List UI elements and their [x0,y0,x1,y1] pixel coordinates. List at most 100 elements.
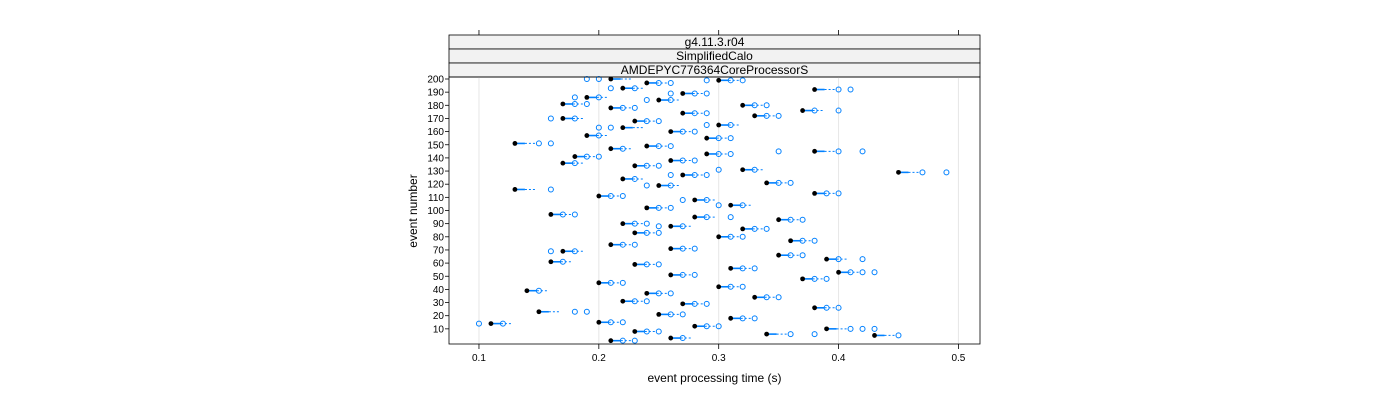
outlier-point [679,196,686,203]
event-row [596,279,626,286]
event-row [704,150,734,157]
event-row [560,100,590,107]
outlier-point [811,275,818,282]
y-axis-title: event number [406,174,420,247]
median-dot [620,176,626,182]
outlier-point [775,179,782,186]
outlier-point [823,275,830,282]
outlier-point [583,100,590,107]
event-row [608,241,638,248]
outlier-point [667,311,674,318]
median-dot [608,338,614,344]
outlier-point [787,331,794,338]
event-row [716,233,746,240]
outlier-point [775,294,782,301]
outlier-point [763,102,770,109]
outlier-point [655,143,662,150]
outlier-point [799,237,806,244]
event-row [775,148,866,155]
median-dot [680,91,686,96]
outlier-point [871,325,878,332]
outlier-point [811,107,818,114]
event-row [752,112,782,119]
y-tick-label: 100 [427,206,444,217]
event-row [788,237,818,244]
outlier-point [667,79,674,86]
outlier-point [643,220,650,227]
event-row [728,265,758,272]
event-row [667,171,710,178]
outlier-point [547,115,554,122]
event-row [547,115,583,122]
event-row [667,90,710,97]
outlier-point [835,148,842,155]
outlier-point [703,77,710,84]
y-tick-label: 80 [433,232,445,243]
median-dot [812,191,817,196]
median-dot [716,122,722,128]
outlier-point [751,265,758,272]
outlier-point [643,261,650,268]
y-tick-label: 70 [433,245,445,256]
outlier-point [643,328,650,335]
median-dot [608,76,614,82]
median-dot [608,146,614,152]
outlier-point [643,229,650,236]
median-dot [704,135,710,141]
panel-border [448,76,981,345]
median-dot [620,85,626,91]
y-tick-label: 110 [428,193,444,204]
event-row [703,77,746,84]
event-row [655,223,691,230]
event-row [644,143,674,150]
outlier-point [751,225,758,232]
median-dot [728,265,734,271]
outlier-point [571,160,578,167]
event-row [703,122,739,129]
outlier-point [595,76,602,82]
median-dot [800,276,806,282]
median-dot [764,180,770,186]
event-row [668,245,698,252]
outlier-point [619,319,626,326]
outlier-point [703,196,710,203]
y-tick-label: 120 [427,180,444,191]
outlier-point [919,169,926,176]
event-row [583,76,631,82]
outlier-point [595,132,602,139]
outlier-point [547,186,554,193]
event-row [740,225,770,232]
median-dot [548,212,554,217]
outlier-point [631,298,638,305]
outlier-point [787,252,794,259]
outlier-point [619,241,626,248]
outlier-point [655,79,662,86]
event-row [896,169,950,176]
median-dot [704,151,710,157]
median-dot [560,116,566,121]
event-row [656,311,686,318]
event-row [679,196,715,203]
median-dot [584,133,590,138]
median-dot [560,248,566,254]
outlier-point [571,100,578,107]
event-row [643,182,679,189]
median-dot [620,298,626,304]
median-dot [608,105,614,111]
outlier-point [643,97,650,104]
event-row [644,204,674,211]
outlier-point [571,94,578,101]
event-row [596,193,626,200]
event-row [812,86,854,93]
y-tick-label: 170 [427,114,444,125]
event-row [812,304,842,311]
median-dot [824,256,829,262]
y-tick-label: 140 [427,153,444,164]
outlier-point [775,112,782,119]
outlier-point [667,171,674,178]
outlier-point [727,122,734,129]
outlier-point [595,124,602,131]
outlier-point [691,110,698,117]
y-tick-label: 40 [433,285,445,296]
outlier-point [571,308,578,315]
